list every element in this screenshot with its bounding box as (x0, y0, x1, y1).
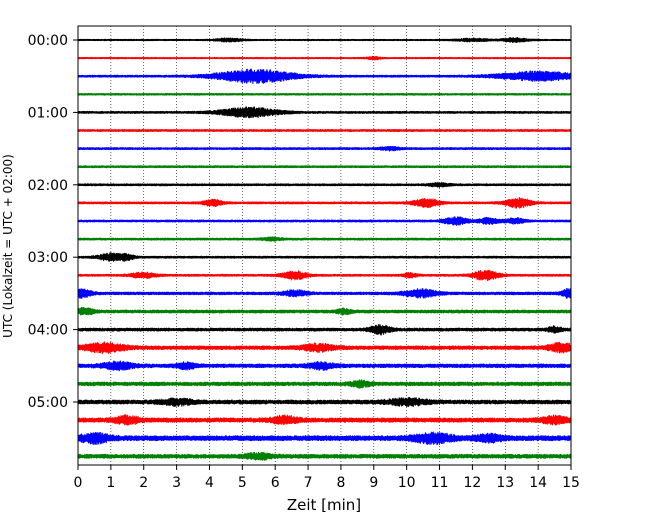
x-tick-label: 9 (369, 475, 378, 491)
y-tick-label: 01:00 (28, 105, 68, 121)
x-tick-label: 6 (271, 475, 280, 491)
y-tick-label: 03:00 (28, 250, 68, 266)
trace-row-0330 (77, 288, 572, 299)
trace-row-0200 (77, 181, 572, 188)
y-tick-label: 00:00 (28, 33, 68, 49)
x-tick-label: 15 (562, 475, 580, 491)
x-tick-label: 8 (336, 475, 345, 491)
trace-row-0115 (77, 128, 572, 133)
trace-row-0545 (77, 451, 572, 461)
x-tick-label: 2 (139, 475, 148, 491)
trace-row-0445 (77, 379, 572, 389)
trace-row-0245 (77, 236, 572, 242)
x-tick-label: 14 (529, 475, 547, 491)
trace-row-0430 (77, 360, 572, 372)
x-tick-label: 10 (398, 475, 416, 491)
trace-row-0230 (77, 216, 572, 226)
y-axis-ticks: 00:00 01:00 02:00 03:00 04:00 05:00 (28, 33, 78, 411)
trace-row-0100 (77, 106, 572, 119)
x-tick-label: 12 (463, 475, 481, 491)
trace-row-0315 (77, 269, 572, 282)
x-axis-label: Zeit [min] (287, 496, 361, 514)
trace-row-0530 (77, 431, 572, 445)
x-tick-label: 7 (304, 475, 313, 491)
trace-row-0045 (77, 92, 572, 96)
trace-row-0130 (77, 145, 572, 152)
trace-row-0145 (77, 165, 572, 169)
x-tick-label: 13 (496, 475, 514, 491)
y-tick-label: 05:00 (28, 395, 68, 411)
seismic-traces (77, 37, 572, 461)
x-tick-label: 3 (172, 475, 181, 491)
x-axis-ticks: 0 1 2 3 4 5 6 7 8 9 10 11 12 13 14 15 (74, 465, 580, 491)
trace-row-0345 (77, 306, 572, 316)
trace-row-0215 (77, 196, 572, 209)
plot-frame (77, 25, 572, 466)
y-tick-label: 04:00 (28, 323, 68, 339)
trace-row-0515 (77, 414, 572, 426)
vertical-grid (110, 26, 539, 465)
x-tick-label: 4 (205, 475, 214, 491)
trace-row-0300 (77, 252, 572, 262)
trace-row-0015 (77, 55, 572, 61)
trace-row-0500 (77, 396, 572, 408)
trace-row-0000 (77, 37, 572, 44)
y-axis-label: UTC (Lokalzeit = UTC + 02:00) (1, 154, 15, 338)
x-tick-label: 5 (238, 475, 247, 491)
trace-row-0400 (77, 324, 572, 336)
trace-row-0030 (77, 68, 572, 85)
x-tick-label: 11 (431, 475, 449, 491)
trace-row-0415 (77, 341, 572, 355)
y-tick-label: 02:00 (28, 178, 68, 194)
x-tick-label: 0 (74, 475, 83, 491)
x-tick-label: 1 (106, 475, 115, 491)
